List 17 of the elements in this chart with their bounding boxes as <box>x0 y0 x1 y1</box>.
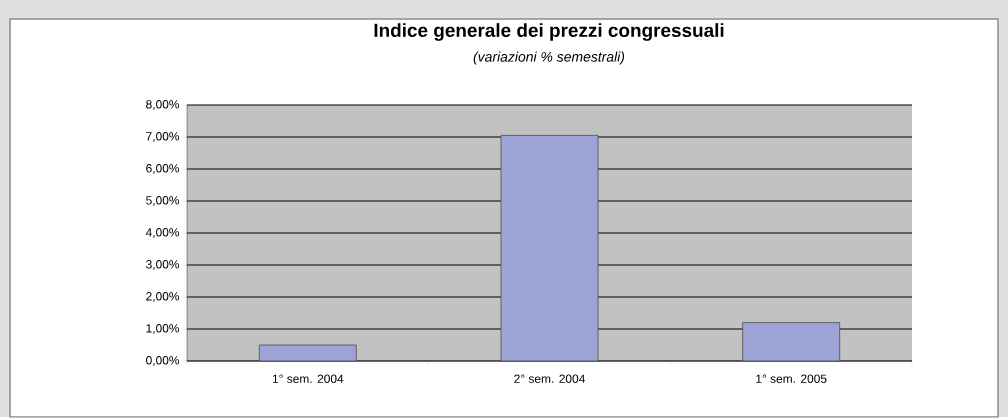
x-tick-label: 1° sem. 2004 <box>272 374 344 384</box>
y-tick-label: 7,00% <box>146 132 180 143</box>
bar <box>742 322 841 362</box>
y-tick-label: 6,00% <box>146 164 180 175</box>
y-tick-label: 3,00% <box>146 260 180 271</box>
y-tick-label: 5,00% <box>146 196 180 207</box>
y-tick-label: 4,00% <box>145 228 180 239</box>
x-tick-label: 1° sem. 2005 <box>756 374 827 384</box>
y-tick-label: 8,00% <box>146 100 180 111</box>
chart-title: Indice generale dei prezzi congressuali <box>374 23 724 41</box>
y-tick-label: 0,00% <box>146 356 180 367</box>
chart-subtitle: (variazioni % semestrali) <box>473 51 625 65</box>
bar <box>258 344 357 362</box>
x-tick-label: 2° sem. 2004 <box>514 374 585 384</box>
bar <box>500 135 599 362</box>
y-tick-label: 1,00% <box>146 324 180 335</box>
y-tick-label: 2,00% <box>146 292 180 303</box>
